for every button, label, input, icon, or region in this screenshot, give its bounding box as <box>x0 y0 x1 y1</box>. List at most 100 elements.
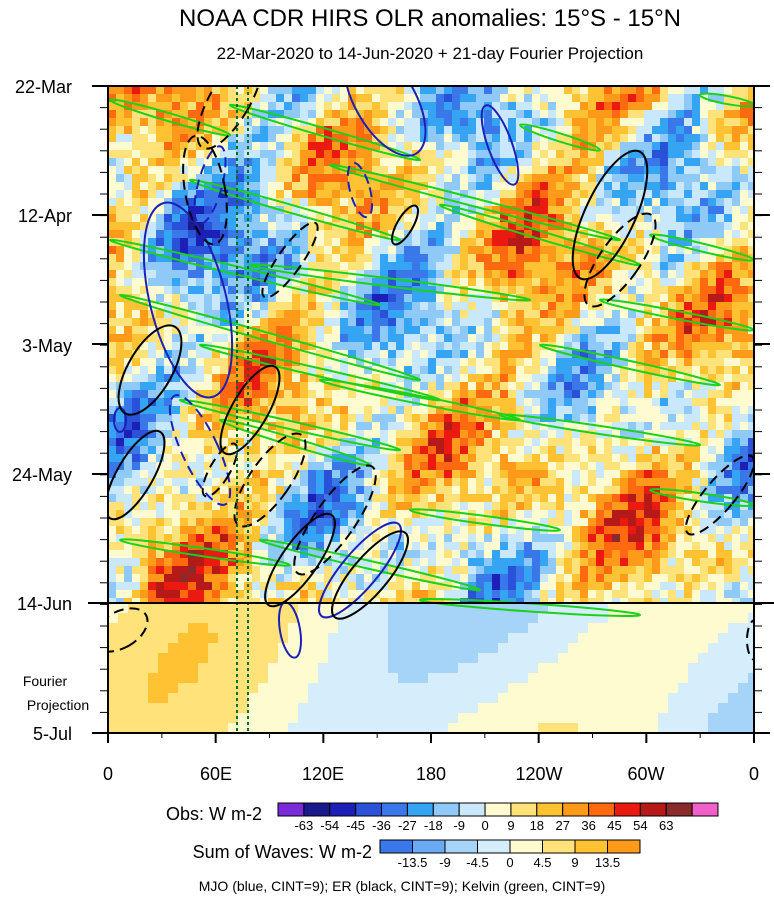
olr-cell <box>532 478 541 487</box>
olr-cell <box>716 246 725 255</box>
olr-cell <box>540 222 549 231</box>
olr-cell <box>636 486 645 495</box>
olr-cell <box>740 86 749 95</box>
olr-cell <box>588 214 597 223</box>
olr-cell <box>484 190 493 199</box>
olr-cell <box>700 198 709 207</box>
olr-cell <box>260 94 269 103</box>
olr-cell <box>300 166 309 175</box>
olr-cell <box>636 542 645 551</box>
olr-cell <box>748 430 754 439</box>
olr-cell <box>172 198 181 207</box>
olr-cell <box>500 238 509 247</box>
olr-cell <box>444 246 453 255</box>
olr-cell <box>108 198 117 207</box>
olr-cell <box>692 182 701 191</box>
olr-cell <box>308 174 317 183</box>
olr-cell <box>668 414 677 423</box>
olr-cell <box>636 494 645 503</box>
olr-cell <box>628 166 637 175</box>
olr-cell <box>556 422 565 431</box>
olr-cell <box>484 94 493 103</box>
olr-cell <box>380 166 389 175</box>
olr-cell <box>316 222 325 231</box>
olr-cell <box>636 478 645 487</box>
olr-cell <box>500 526 509 535</box>
olr-cell <box>364 454 373 463</box>
olr-cell <box>188 110 197 119</box>
olr-cell <box>692 166 701 175</box>
olr-cell <box>676 374 685 383</box>
olr-cell <box>604 462 613 471</box>
olr-cell <box>700 142 709 151</box>
olr-cell <box>412 134 421 143</box>
olr-cell <box>300 262 309 271</box>
olr-cell <box>716 350 725 359</box>
olr-cell <box>668 238 677 247</box>
olr-cell <box>636 286 645 295</box>
olr-cell <box>348 318 357 327</box>
olr-cell <box>268 526 277 535</box>
olr-cell <box>412 534 421 543</box>
olr-cell <box>516 94 525 103</box>
olr-cell <box>748 454 754 463</box>
olr-cell <box>628 470 637 479</box>
olr-cell <box>556 238 565 247</box>
olr-cell <box>300 134 309 143</box>
olr-cell <box>748 126 754 135</box>
olr-cell <box>276 278 285 287</box>
olr-cell <box>132 358 141 367</box>
olr-cell <box>428 462 437 471</box>
olr-cell <box>596 542 605 551</box>
olr-cell <box>348 550 357 559</box>
olr-cell <box>396 438 405 447</box>
olr-cell <box>516 182 525 191</box>
olr-cell <box>228 86 237 95</box>
olr-cell <box>532 294 541 303</box>
olr-cell <box>228 470 237 479</box>
olr-cell <box>572 102 581 111</box>
olr-cell <box>428 422 437 431</box>
olr-cell <box>372 110 381 119</box>
olr-cell <box>164 550 173 559</box>
olr-cell <box>268 150 277 159</box>
olr-cell <box>580 222 589 231</box>
olr-cell <box>268 398 277 407</box>
olr-cell <box>364 134 373 143</box>
olr-cell <box>268 358 277 367</box>
olr-cell <box>212 182 221 191</box>
olr-cell <box>252 318 261 327</box>
olr-cell <box>324 214 333 223</box>
olr-cell <box>748 94 754 103</box>
olr-cell <box>124 182 133 191</box>
olr-cell <box>380 198 389 207</box>
olr-cell <box>276 326 285 335</box>
olr-cell <box>588 86 597 95</box>
olr-cell <box>172 126 181 135</box>
olr-cell <box>156 446 165 455</box>
olr-cell <box>684 542 693 551</box>
olr-cell <box>196 246 205 255</box>
olr-cell <box>340 222 349 231</box>
olr-cell <box>268 478 277 487</box>
olr-cell <box>692 134 701 143</box>
olr-cell <box>204 198 213 207</box>
olr-cell <box>652 454 661 463</box>
olr-cell <box>188 206 197 215</box>
olr-cell <box>340 398 349 407</box>
olr-cell <box>484 494 493 503</box>
olr-cell <box>428 238 437 247</box>
olr-cell <box>204 574 213 583</box>
olr-cell <box>132 446 141 455</box>
olr-cell <box>420 302 429 311</box>
olr-cell <box>604 486 613 495</box>
olr-cell <box>564 550 573 559</box>
olr-cell <box>148 94 157 103</box>
olr-cell <box>172 342 181 351</box>
olr-cell <box>220 118 229 127</box>
olr-cell <box>228 206 237 215</box>
olr-cell <box>172 566 181 575</box>
olr-cell <box>676 126 685 135</box>
olr-cell <box>268 286 277 295</box>
olr-cell <box>684 134 693 143</box>
